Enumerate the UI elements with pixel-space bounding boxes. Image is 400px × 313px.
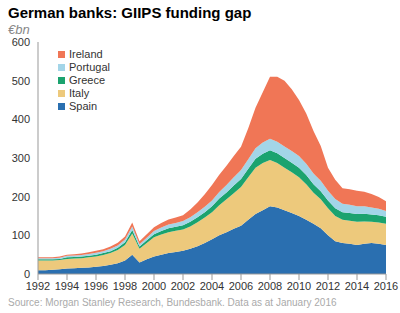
html-text:€bn: €bn [8,22,30,37]
svg-text:2002: 2002 [171,280,195,292]
svg-text:1996: 1996 [84,280,108,292]
svg-text:2014: 2014 [345,280,369,292]
svg-text:2000: 2000 [142,280,166,292]
svg-text:2010: 2010 [287,280,311,292]
html-text:German banks: GIIPS funding ga: German banks: GIIPS funding gap [8,4,252,21]
svg-text:1994: 1994 [55,280,79,292]
svg-text:2012: 2012 [316,280,340,292]
html-text:Greece: Greece [69,74,106,86]
svg-text:2004: 2004 [200,280,224,292]
svg-text:400: 400 [12,113,30,125]
svg-text:2008: 2008 [258,280,282,292]
svg-text:2006: 2006 [229,280,253,292]
svg-text:300: 300 [12,152,30,164]
svg-text:500: 500 [12,75,30,87]
svg-text:1998: 1998 [113,280,137,292]
html-text:Spain: Spain [69,100,98,112]
html-text:Source: Morgan Stanley Researc: Source: Morgan Stanley Research, Bundesb… [8,297,337,308]
svg-text:0: 0 [24,268,30,280]
html-text:Italy: Italy [69,87,90,99]
svg-text:600: 600 [12,36,30,48]
svg-text:1992: 1992 [26,280,50,292]
html-text:Ireland: Ireland [69,48,103,60]
svg-text:2016: 2016 [374,280,392,292]
svg-text:100: 100 [12,229,30,241]
html-text:Portugal: Portugal [69,61,110,73]
svg-text:200: 200 [12,191,30,203]
